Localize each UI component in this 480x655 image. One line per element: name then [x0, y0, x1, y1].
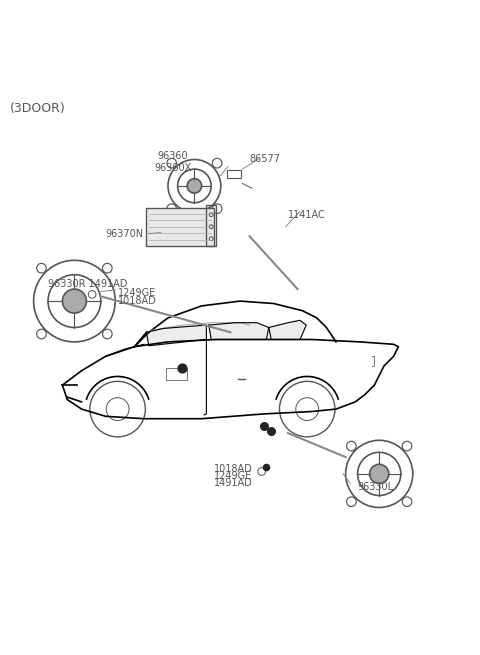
Circle shape	[88, 291, 96, 298]
Polygon shape	[146, 325, 206, 346]
Text: 1491AD: 1491AD	[214, 479, 252, 489]
Text: 1141AC: 1141AC	[288, 210, 326, 219]
Text: 1018AD: 1018AD	[118, 295, 156, 306]
Bar	[146, 208, 214, 246]
Text: 96360
96360X: 96360 96360X	[154, 151, 192, 173]
Text: 86577: 86577	[250, 153, 281, 164]
Point	[267, 426, 275, 436]
Text: 1018AD: 1018AD	[214, 464, 252, 474]
Text: 96370N: 96370N	[106, 229, 144, 239]
Circle shape	[62, 289, 86, 313]
Point	[179, 363, 186, 373]
Text: 1249GE: 1249GE	[118, 288, 156, 298]
Text: (3DOOR): (3DOOR)	[10, 102, 65, 115]
Circle shape	[258, 468, 265, 476]
Circle shape	[370, 464, 389, 483]
Polygon shape	[269, 320, 306, 339]
Circle shape	[187, 179, 202, 193]
Bar	[206, 205, 216, 246]
Text: 96330L: 96330L	[358, 482, 394, 492]
Text: 1249GE: 1249GE	[214, 472, 252, 481]
Bar	[227, 170, 241, 178]
Text: 96330R 1491AD: 96330R 1491AD	[48, 279, 127, 290]
Polygon shape	[209, 323, 269, 339]
Point	[263, 462, 270, 472]
Point	[260, 421, 268, 431]
